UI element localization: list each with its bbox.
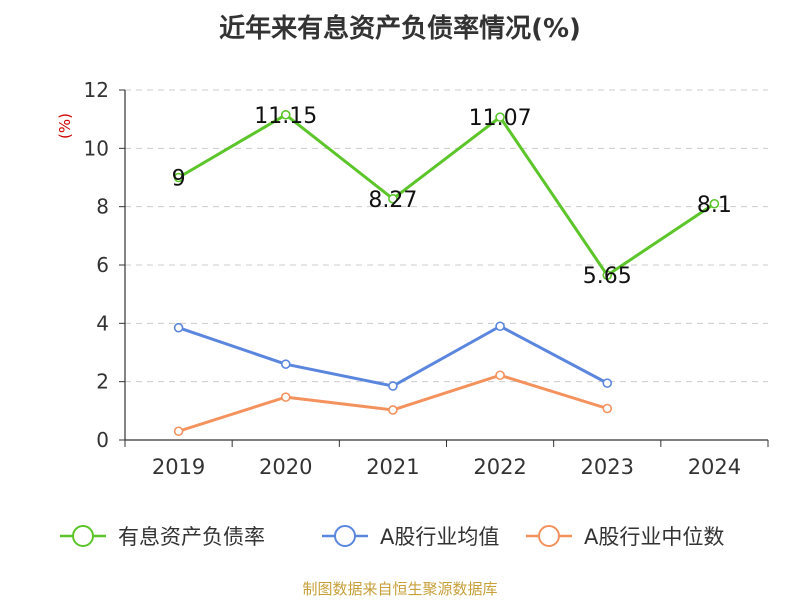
x-tick-label: 2024 [688, 455, 741, 479]
data-label: 11.07 [469, 106, 532, 131]
y-tick-label: 0 [96, 428, 109, 452]
series-lines [173, 109, 720, 437]
series-line-1 [178, 324, 608, 388]
data-point [388, 405, 398, 415]
legend[interactable]: 有息资产负债率 A股行业均值 A股行业中位数 [60, 525, 724, 549]
data-point [495, 321, 505, 332]
y-tick-label: 6 [96, 253, 109, 277]
legend-marker [538, 525, 560, 547]
legend-item-0[interactable]: 有息资产负债率 [60, 525, 265, 549]
data-point [602, 403, 613, 414]
x-tick-label: 2022 [473, 455, 526, 479]
data-point [280, 392, 291, 402]
x-tick-label: 2023 [581, 455, 634, 479]
data-point [495, 370, 505, 381]
y-tick-label: 4 [96, 311, 109, 335]
data-labels: 9 11.15 8.27 11.07 5.65 8.1 [172, 104, 732, 289]
data-point [495, 112, 505, 122]
y-tick-label: 8 [96, 195, 109, 219]
data-label: 5.65 [583, 264, 632, 289]
legend-marker [334, 525, 356, 547]
axes: 0 2 4 6 8 10 12 2019 2020 2021 2022 2023 2024 (%) [56, 78, 769, 479]
legend-item-1[interactable]: A股行业均值 [322, 525, 499, 549]
chart-title: 近年来有息资产负债率情况(%) [219, 14, 581, 44]
legend-label: A股行业均值 [380, 525, 499, 549]
data-point [709, 198, 720, 209]
x-tick-label: 2021 [366, 455, 419, 479]
legend-label: 有息资产负债率 [118, 525, 265, 549]
legend-marker [72, 525, 94, 547]
data-point [602, 378, 613, 388]
y-tick-label: 10 [84, 136, 109, 160]
data-point [388, 193, 398, 204]
data-point [602, 270, 613, 281]
data-point [173, 172, 184, 183]
y-tick-label: 2 [96, 370, 109, 394]
source-note: 制图数据来自恒生聚源数据库 [302, 580, 498, 598]
data-point [173, 426, 184, 437]
data-point [280, 359, 291, 369]
data-label: 8.1 [697, 193, 732, 218]
grid-lines [125, 89, 768, 383]
data-point [388, 381, 398, 391]
series-line-0 [177, 113, 716, 277]
data-label: 11.15 [254, 104, 317, 129]
data-label: 9 [172, 167, 186, 192]
legend-label: A股行业中位数 [584, 525, 724, 549]
legend-item-2[interactable]: A股行业中位数 [526, 525, 724, 549]
data-point [173, 322, 184, 333]
data-point [280, 109, 291, 120]
y-tick-label: 12 [84, 78, 109, 102]
y-axis-label: (%) [56, 113, 74, 139]
x-tick-label: 2019 [152, 455, 205, 479]
data-label: 8.27 [368, 188, 417, 213]
x-tick-label: 2020 [259, 455, 312, 479]
